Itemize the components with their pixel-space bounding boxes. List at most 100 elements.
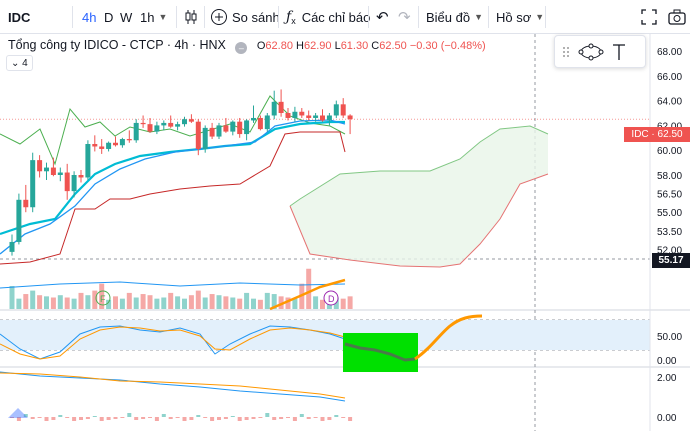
redo-button[interactable]: ↷ — [398, 0, 411, 34]
candle-body — [209, 127, 215, 137]
volume-bar — [37, 295, 43, 309]
interval-w[interactable]: W — [120, 0, 132, 34]
divider — [418, 6, 419, 28]
volume-bars — [0, 268, 353, 311]
drawing-toolbar — [554, 35, 646, 68]
candle-body — [9, 241, 15, 252]
volume-bar — [223, 296, 229, 309]
indicator-lines — [0, 95, 346, 265]
undo-button[interactable]: ↶ — [376, 0, 389, 34]
leading-span-b — [289, 173, 549, 268]
candle-body — [119, 139, 125, 146]
interval-4h[interactable]: 4h — [82, 0, 96, 34]
divider — [278, 6, 279, 28]
price-tick: 60.00 — [657, 146, 682, 157]
volume-bar — [230, 297, 236, 309]
price-axis[interactable]: 68.00 66.00 64.00 62.00 60.00 58.00 56.50 55.00… — [649, 34, 682, 431]
macd-line — [0, 371, 346, 402]
text-tool-icon[interactable] — [613, 44, 625, 60]
volume-bar — [168, 292, 174, 309]
volume-bar — [313, 296, 319, 309]
candlesticks — [9, 89, 353, 256]
divider — [204, 6, 205, 28]
ohlc-values: O62.80 H62.90 L61.30 C62.50 −0.30 (−0.48… — [257, 40, 486, 52]
macd-histogram-bar — [113, 417, 118, 419]
oscillator-pane — [0, 314, 483, 372]
fast-ma-line — [0, 119, 346, 255]
macd-histogram-bar — [348, 417, 353, 421]
stochastic-d — [0, 326, 346, 360]
divider — [488, 6, 489, 28]
profile-dropdown[interactable]: Hồ sơ ▼ — [496, 0, 544, 34]
macd-tick: 0.00 — [657, 413, 677, 424]
macd-histogram-bar — [272, 417, 277, 420]
candle-body — [299, 111, 305, 116]
candle-body — [188, 119, 194, 122]
candle-body — [133, 122, 139, 141]
compare-button[interactable]: So sánh — [210, 0, 280, 34]
macd-histogram-bar — [182, 417, 187, 421]
interval-1h[interactable]: 1h ▼ — [140, 0, 167, 34]
candle-body — [64, 172, 70, 192]
volume-bar — [292, 298, 298, 309]
interval-d[interactable]: D — [104, 0, 113, 34]
macd-histogram-bar — [154, 417, 159, 421]
macd-histogram-bar — [106, 417, 111, 420]
ellipse-tool-icon[interactable] — [578, 43, 604, 61]
volume-ma — [0, 281, 346, 289]
low-value: 61.30 — [340, 40, 369, 52]
chart-type-dropdown[interactable]: Biểu đồ ▼ — [426, 0, 483, 34]
macd-histogram-bar — [10, 417, 14, 418]
chevron-down-icon: ▼ — [158, 12, 168, 22]
interval-w-label: W — [120, 9, 133, 25]
macd-histogram-bar — [148, 417, 152, 418]
macd-histogram-bar — [134, 417, 139, 420]
price-tick: 52.00 — [657, 245, 682, 256]
price-tick: 56.50 — [657, 190, 682, 201]
macd-histogram-bar — [299, 414, 304, 417]
volume-bar — [16, 298, 22, 309]
macd-histogram-bar — [120, 417, 125, 418]
divider — [368, 6, 369, 28]
volume-bar — [278, 296, 284, 309]
volume-bar — [216, 295, 222, 309]
macd-histogram-bar — [203, 417, 208, 418]
divider — [72, 6, 73, 28]
drag-handle-icon[interactable] — [563, 47, 569, 57]
volume-bar — [195, 290, 201, 309]
candle-body — [140, 122, 146, 125]
candle-body — [154, 125, 160, 132]
volume-bar — [119, 298, 125, 309]
volume-bar — [30, 290, 36, 309]
macd-histogram-bar — [306, 417, 311, 419]
snapshot-button[interactable] — [668, 0, 686, 34]
indicators-collapse-button[interactable]: ⌄ 4 — [6, 55, 33, 71]
macd-histogram-bar — [237, 417, 242, 421]
candle-body — [99, 146, 105, 149]
symbol-search[interactable]: IDC — [8, 0, 30, 34]
macd-histogram-bar — [327, 417, 332, 420]
chart-style-button[interactable] — [183, 0, 199, 34]
open-value: 62.80 — [265, 40, 293, 52]
chart-canvas[interactable]: 68.00 66.00 64.00 62.00 60.00 58.00 56.50 55.00… — [0, 34, 690, 431]
volume-bar — [147, 295, 153, 309]
macd-histogram-bar — [189, 417, 194, 420]
volume-bar — [182, 298, 187, 309]
price-tick: 62.00 — [657, 121, 682, 132]
macd-histogram-bar — [258, 417, 263, 418]
drawing-tools — [563, 43, 625, 61]
candle-body — [223, 125, 229, 132]
candle-body — [50, 167, 56, 175]
volume-bar — [237, 298, 243, 309]
volume-bar — [161, 297, 167, 309]
candle-body — [237, 121, 243, 135]
volume-bar — [23, 294, 29, 309]
low-label: L — [334, 40, 341, 52]
candle-body — [182, 119, 187, 125]
fullscreen-button[interactable] — [641, 0, 657, 34]
macd-histogram-bar — [23, 414, 28, 417]
candle-body — [106, 142, 112, 149]
